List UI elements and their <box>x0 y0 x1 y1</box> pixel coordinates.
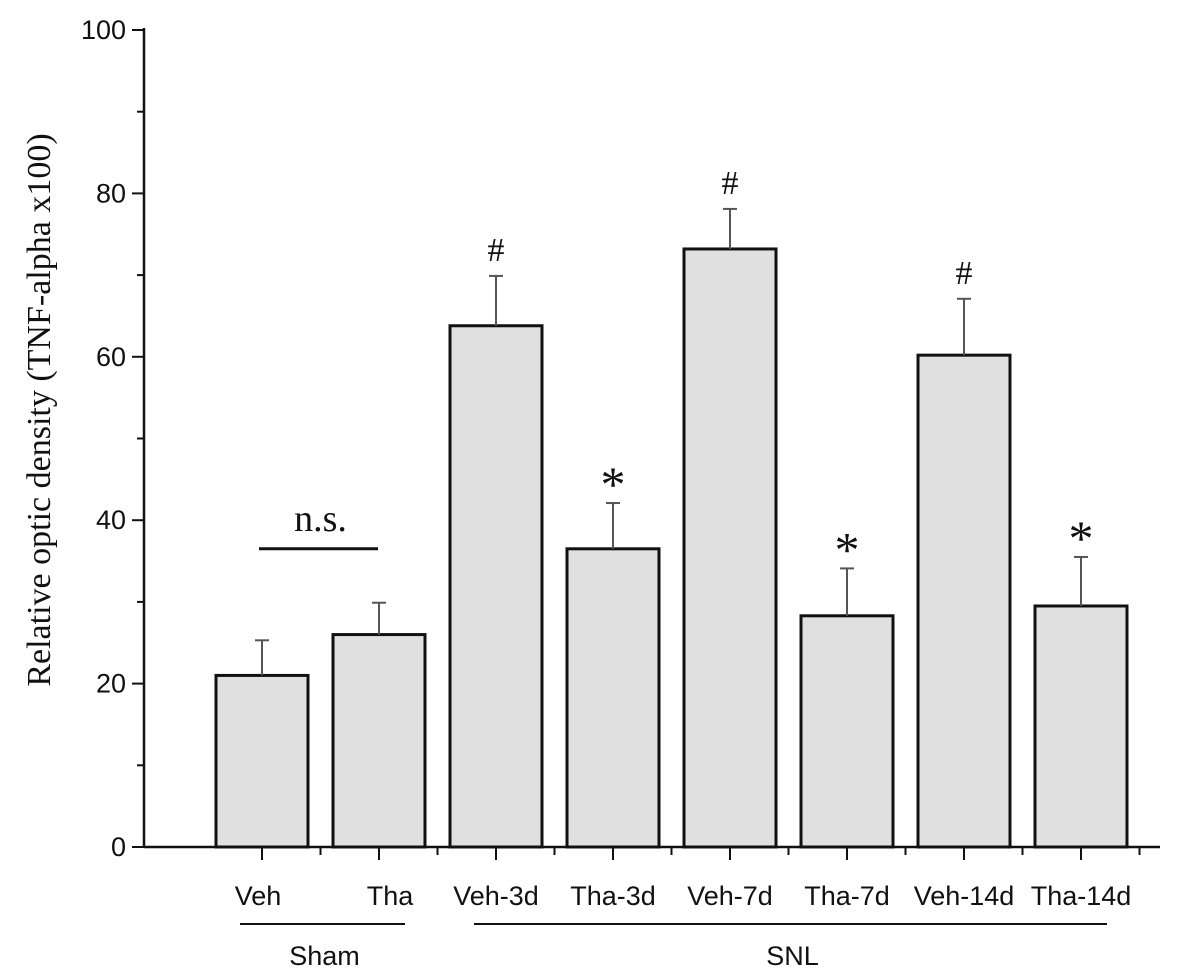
y-tick-label: 0 <box>111 832 126 862</box>
significance-mark: # <box>488 232 505 269</box>
significance-mark: * <box>1069 510 1094 566</box>
y-tick-label: 40 <box>96 505 126 535</box>
bar <box>331 633 427 849</box>
ns-label: n.s. <box>294 498 347 540</box>
category-label: Tha-14d <box>1031 881 1132 911</box>
bar <box>448 324 544 849</box>
y-tick-label: 100 <box>81 15 126 45</box>
bar <box>214 673 310 849</box>
category-label: Tha-7d <box>804 881 890 911</box>
significance-mark: # <box>722 165 739 202</box>
group-label: Sham <box>289 941 360 971</box>
category-label: Veh-3d <box>453 881 539 911</box>
bar <box>799 614 895 849</box>
significance-mark: # <box>956 255 973 292</box>
bar <box>916 353 1012 849</box>
category-label: Veh-7d <box>687 881 773 911</box>
category-label: Veh <box>235 881 282 911</box>
category-label: Tha <box>367 881 415 911</box>
significance-mark: * <box>601 456 626 512</box>
bar <box>682 247 778 849</box>
y-tick-label: 20 <box>96 669 126 699</box>
y-tick-label: 60 <box>96 342 126 372</box>
bars: # * # * # * <box>214 165 1129 849</box>
y-axis-label: Relative optic density (TNF-alpha x100) <box>21 133 58 686</box>
category-label: Veh-14d <box>914 881 1015 911</box>
labels: Veh Tha Veh-3d Tha-3d Veh-7d Tha-7d Veh-14d Tha… <box>235 498 1132 971</box>
category-label: Tha-3d <box>570 881 656 911</box>
significance-mark: * <box>835 521 860 577</box>
bar <box>565 547 661 849</box>
bar <box>1033 604 1129 849</box>
group-label: SNL <box>766 941 819 971</box>
axes: 0 20 40 60 80 100 <box>81 15 1160 862</box>
y-tick-label: 80 <box>96 178 126 208</box>
